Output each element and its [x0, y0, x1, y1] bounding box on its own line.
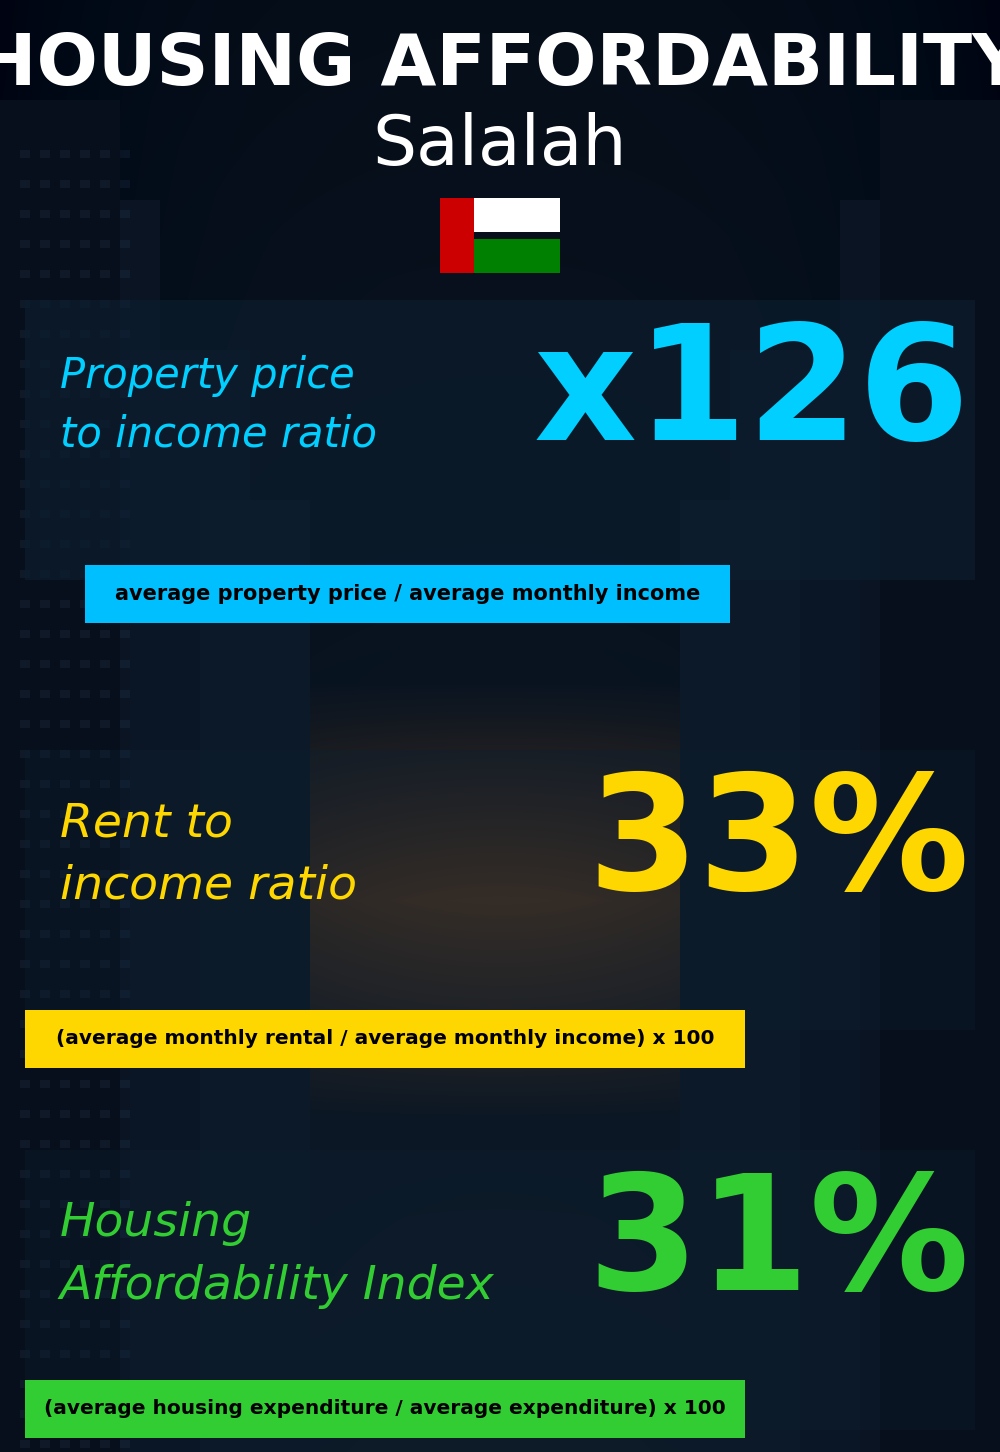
FancyBboxPatch shape: [25, 1011, 745, 1069]
FancyBboxPatch shape: [25, 751, 975, 1029]
FancyBboxPatch shape: [474, 197, 560, 232]
FancyBboxPatch shape: [440, 197, 474, 273]
FancyBboxPatch shape: [85, 565, 730, 623]
Text: 31%: 31%: [588, 1167, 970, 1323]
FancyBboxPatch shape: [25, 1379, 745, 1437]
FancyBboxPatch shape: [474, 240, 560, 273]
Text: Salalah: Salalah: [373, 112, 627, 179]
Text: Housing
Affordability Index: Housing Affordability Index: [60, 1201, 495, 1308]
Text: HOUSING AFFORDABILITY: HOUSING AFFORDABILITY: [0, 30, 1000, 100]
Text: Property price
to income ratio: Property price to income ratio: [60, 354, 377, 456]
Text: x126: x126: [534, 318, 970, 472]
Text: 33%: 33%: [588, 768, 970, 922]
Text: Rent to
income ratio: Rent to income ratio: [60, 802, 357, 909]
FancyBboxPatch shape: [25, 1150, 975, 1430]
Text: (average monthly rental / average monthly income) x 100: (average monthly rental / average monthl…: [56, 1029, 714, 1048]
FancyBboxPatch shape: [25, 301, 975, 579]
Text: average property price / average monthly income: average property price / average monthly…: [115, 584, 701, 604]
Text: (average housing expenditure / average expenditure) x 100: (average housing expenditure / average e…: [44, 1400, 726, 1419]
